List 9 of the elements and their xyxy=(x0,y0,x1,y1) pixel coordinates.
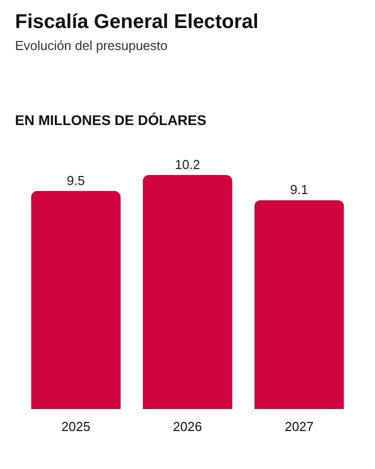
data-label: 10.2 xyxy=(174,157,200,172)
chart-title: Fiscalía General Electoral xyxy=(15,11,258,33)
x-tick-label: 2027 xyxy=(284,419,314,434)
x-tick-label: 2025 xyxy=(61,419,90,434)
data-label: 9.1 xyxy=(290,182,308,198)
y-axis-title: EN MILLONES DE DÓLARES xyxy=(15,112,206,128)
data-label: 9.5 xyxy=(66,173,85,188)
chart-subtitle: Evolución del presupuesto xyxy=(15,38,168,53)
x-tick-label: 2026 xyxy=(173,419,202,434)
